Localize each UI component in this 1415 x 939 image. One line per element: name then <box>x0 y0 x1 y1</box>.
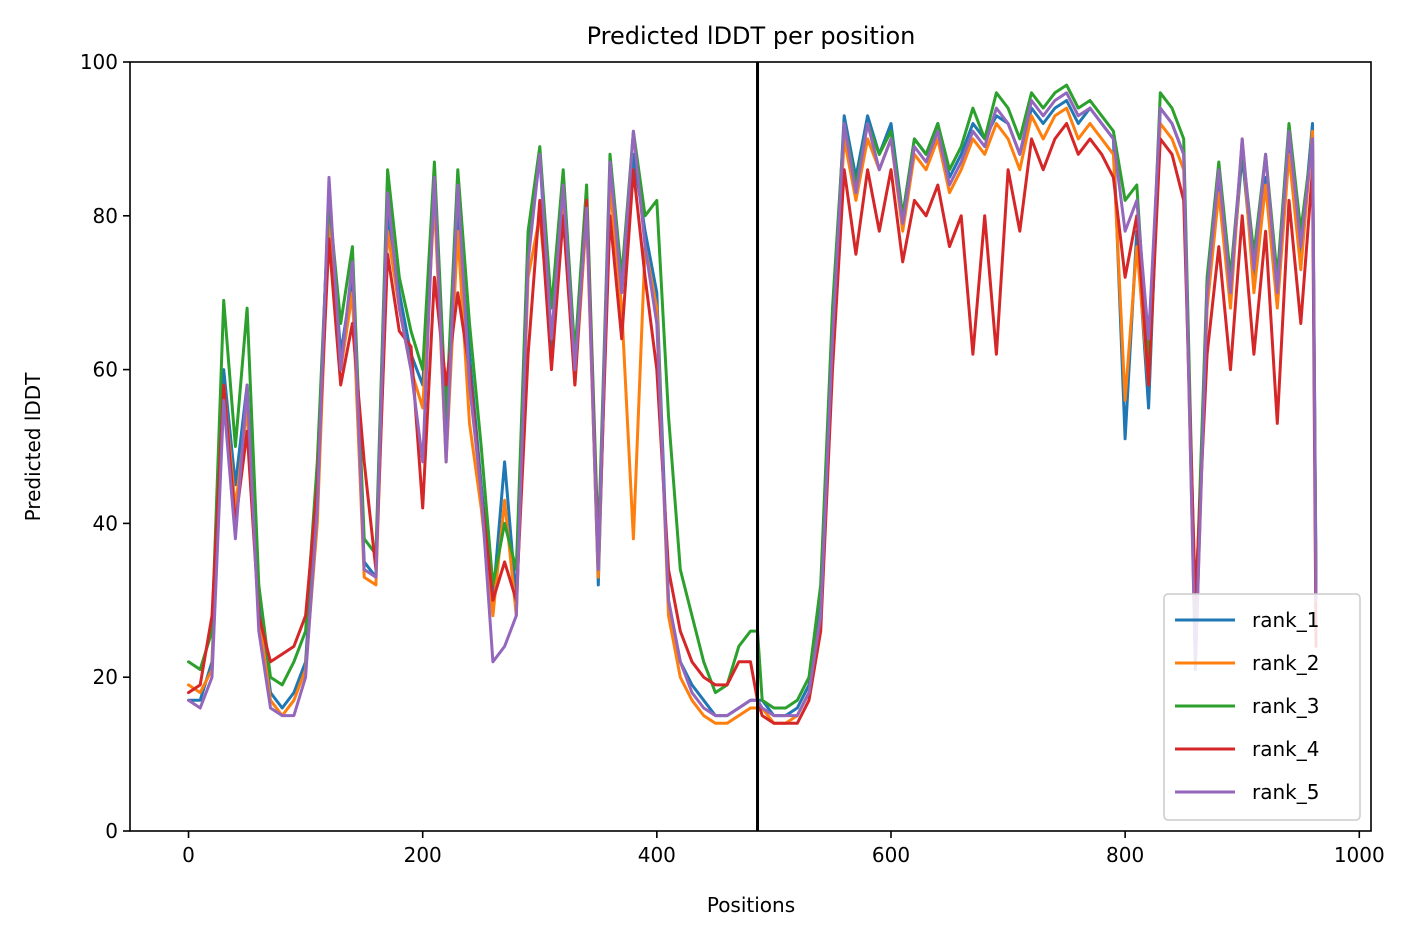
x-tick-label: 800 <box>1106 843 1144 867</box>
legend-label-rank-1: rank_1 <box>1252 608 1319 632</box>
plot-frame <box>129 61 1372 832</box>
x-tick-label: 1000 <box>1334 843 1385 867</box>
chart-title: Predicted lDDT per position <box>587 22 916 50</box>
x-tick-label: 400 <box>638 843 676 867</box>
legend-label-rank-3: rank_3 <box>1252 694 1319 718</box>
y-axis-label: Predicted lDDT <box>21 372 45 522</box>
x-tick-label: 200 <box>404 843 442 867</box>
x-tick-label: 0 <box>182 843 195 867</box>
legend-label-rank-4: rank_4 <box>1252 737 1319 761</box>
legend-frame <box>1163 593 1361 821</box>
legend: rank_1 rank_2 rank_3 rank_4 rank_5 <box>1163 593 1361 821</box>
y-tick-label: 60 <box>93 358 118 382</box>
y-tick-label: 100 <box>80 50 118 74</box>
x-tick-label: 600 <box>872 843 910 867</box>
y-tick-label: 0 <box>105 819 118 843</box>
plot-area: 0 200 400 600 800 1000 0 20 40 60 80 100 <box>80 50 1385 867</box>
legend-label-rank-2: rank_2 <box>1252 651 1319 675</box>
x-axis-label: Positions <box>707 893 795 917</box>
y-tick-label: 40 <box>93 511 118 535</box>
y-tick-label: 80 <box>93 204 118 228</box>
legend-label-rank-5: rank_5 <box>1252 780 1319 804</box>
x-axis: 0 200 400 600 800 1000 <box>182 831 1385 867</box>
y-axis: 0 20 40 60 80 100 <box>80 50 130 843</box>
y-tick-label: 20 <box>93 665 118 689</box>
